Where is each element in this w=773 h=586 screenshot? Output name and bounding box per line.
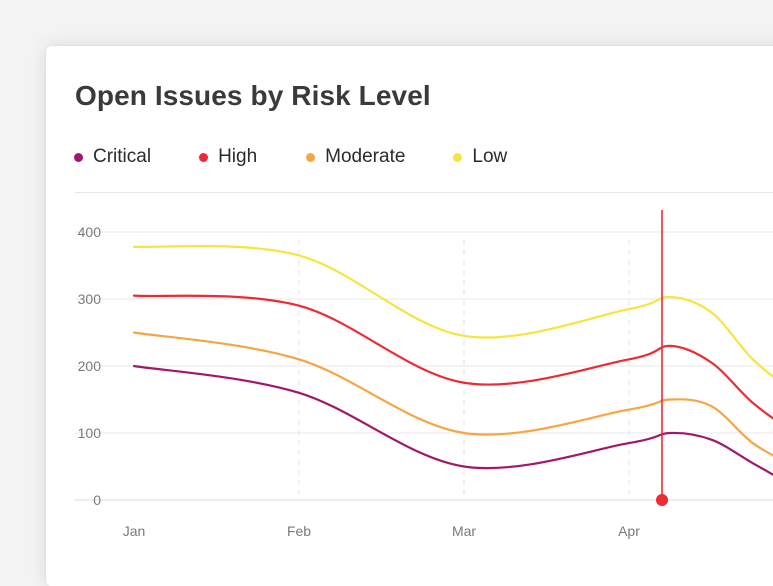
legend-label: Critical [93, 146, 152, 167]
legend-dot-icon [306, 152, 316, 162]
legend-dot-icon [453, 152, 463, 162]
line-chart[interactable]: 0 100 200 300 400 Jan Feb Mar Apr [46, 46, 773, 586]
legend-divider [75, 192, 773, 193]
series-line-low[interactable] [132, 244, 773, 393]
y-tick-label: 100 [78, 425, 102, 441]
y-tick-label: 300 [78, 291, 102, 307]
legend-item-critical[interactable]: Critical [74, 146, 151, 168]
legend-label: Low [472, 146, 508, 167]
axis-labels: 0 100 200 300 400 Jan Feb Mar Apr [78, 224, 641, 539]
y-tick-label: 0 [93, 492, 101, 508]
crosshair [656, 210, 668, 506]
x-tick-label: Mar [452, 523, 476, 539]
x-tick-label: Apr [618, 523, 640, 539]
series-lines [132, 244, 773, 487]
grid [75, 231, 773, 501]
legend-item-high[interactable]: High [199, 146, 257, 168]
chart-legend: Critical High Moderate Low [74, 146, 507, 168]
legend-item-moderate[interactable]: Moderate [306, 146, 405, 168]
series-line-moderate[interactable] [132, 331, 773, 467]
legend-dot-icon [199, 152, 209, 162]
legend-label: Moderate [325, 146, 406, 167]
x-tick-label: Jan [123, 523, 146, 539]
series-line-critical[interactable] [132, 364, 773, 487]
y-tick-label: 400 [78, 224, 102, 240]
chart-card: Open Issues by Risk Level Critical High … [46, 46, 773, 586]
series-line-high[interactable] [132, 294, 773, 433]
legend-item-low[interactable]: Low [453, 146, 507, 168]
y-tick-label: 200 [78, 358, 102, 374]
legend-label: High [218, 146, 258, 167]
x-tick-label: Feb [287, 523, 311, 539]
chart-title: Open Issues by Risk Level [75, 80, 431, 111]
crosshair-handle[interactable] [656, 494, 668, 506]
legend-dot-icon [74, 152, 83, 162]
